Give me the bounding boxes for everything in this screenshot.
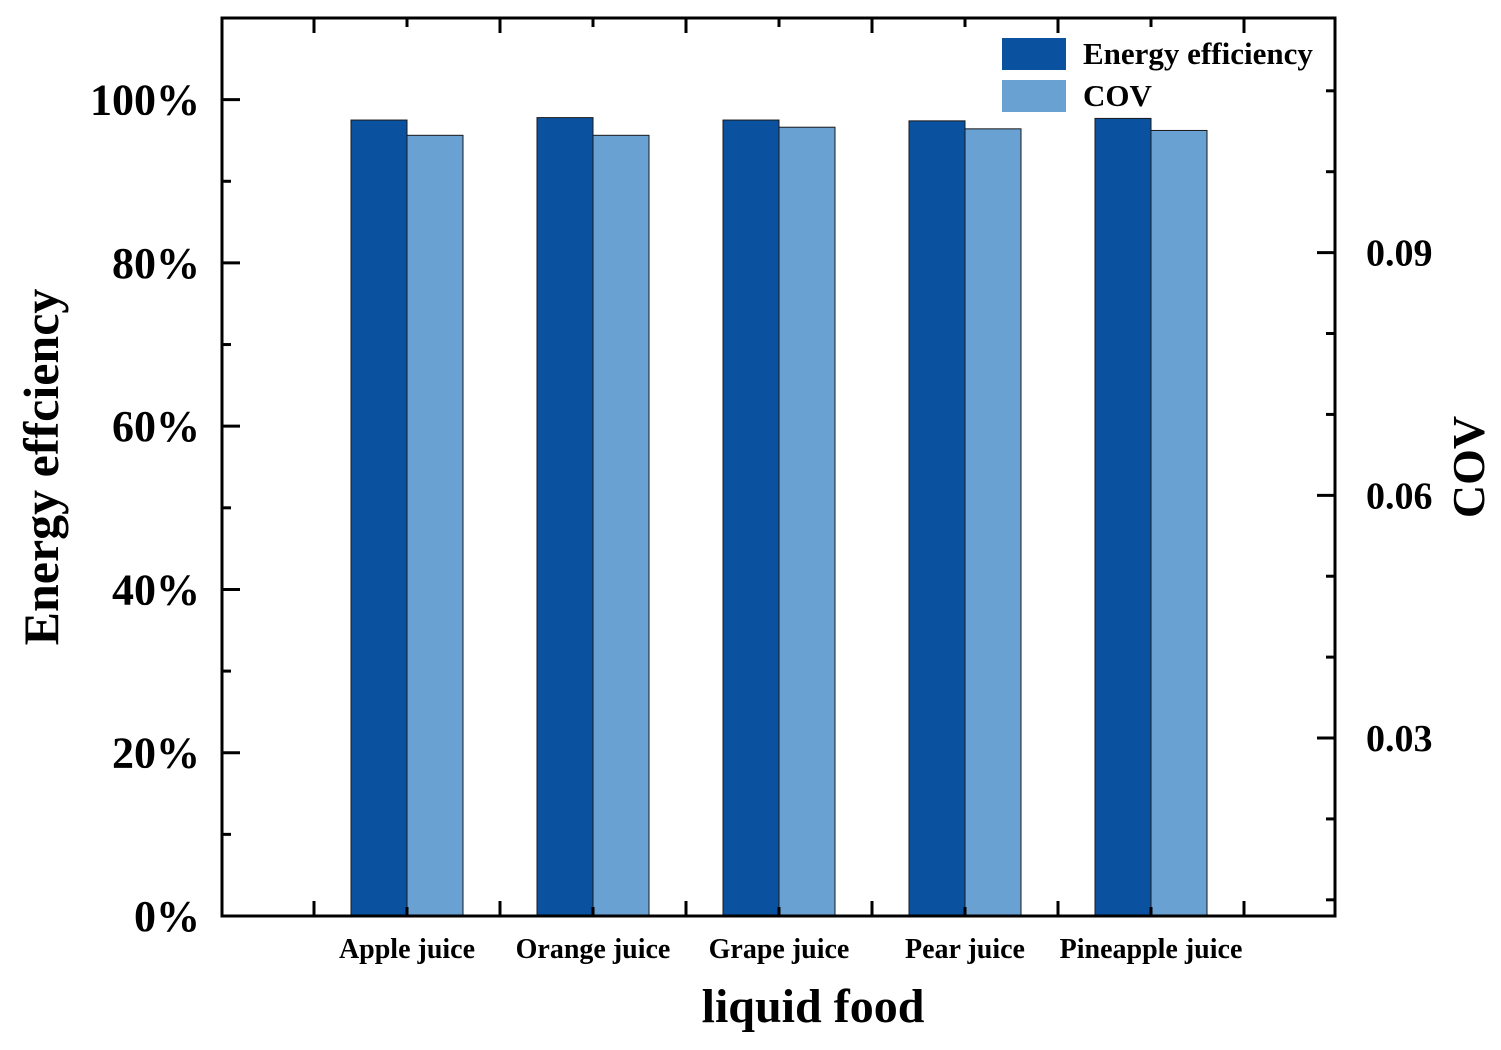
- y-right-tick-label: 0.09: [1366, 233, 1433, 275]
- bar-energy-2: [536, 117, 594, 917]
- x-axis-title: liquid food: [702, 980, 925, 1033]
- labels: 0% 20% 40% 60% 80% 100% 0.03 0.06 0.09 Apple juic…: [13, 76, 1494, 1033]
- bar-energy-3: [722, 119, 780, 917]
- bar-cov-3: [778, 126, 836, 917]
- bar-energy-5: [1094, 117, 1152, 917]
- legend-label-cov: COV: [1083, 78, 1153, 113]
- bar-energy-1: [350, 119, 408, 917]
- bar-cov-5: [1150, 129, 1208, 917]
- y-left-tick-label: 20%: [112, 729, 200, 778]
- y-right-axis-title: COV: [1443, 416, 1494, 518]
- bar-cov-2: [592, 134, 650, 917]
- bar-cov-4: [964, 128, 1022, 917]
- y-left-tick-label: 0%: [134, 892, 200, 941]
- y-left-tick-label: 40%: [112, 565, 200, 614]
- bar-cov-1: [406, 134, 464, 917]
- legend-swatch-cov: [1002, 80, 1066, 112]
- x-tick-label: Apple juice: [339, 934, 475, 965]
- x-tick-label: Pear juice: [905, 934, 1025, 965]
- ticks: [222, 16, 1335, 918]
- legend-swatch-energy: [1002, 38, 1066, 70]
- legend: Energy efficiency COV: [1002, 36, 1313, 113]
- x-tick-label: Pineapple juice: [1060, 934, 1243, 965]
- legend-label-energy: Energy efficiency: [1083, 36, 1313, 71]
- y-right-tick-label: 0.03: [1366, 718, 1433, 760]
- y-right-tick-label: 0.06: [1366, 475, 1433, 517]
- y-left-axis-title: Energy effciency: [13, 289, 69, 646]
- x-tick-label: Grape juice: [709, 934, 850, 965]
- bars: [350, 117, 1208, 917]
- y-left-tick-label: 80%: [112, 239, 200, 288]
- y-left-tick-label: 60%: [112, 402, 200, 451]
- bar-energy-4: [908, 120, 966, 917]
- y-left-tick-label: 100%: [90, 76, 200, 125]
- x-tick-label: Orange juice: [516, 934, 671, 965]
